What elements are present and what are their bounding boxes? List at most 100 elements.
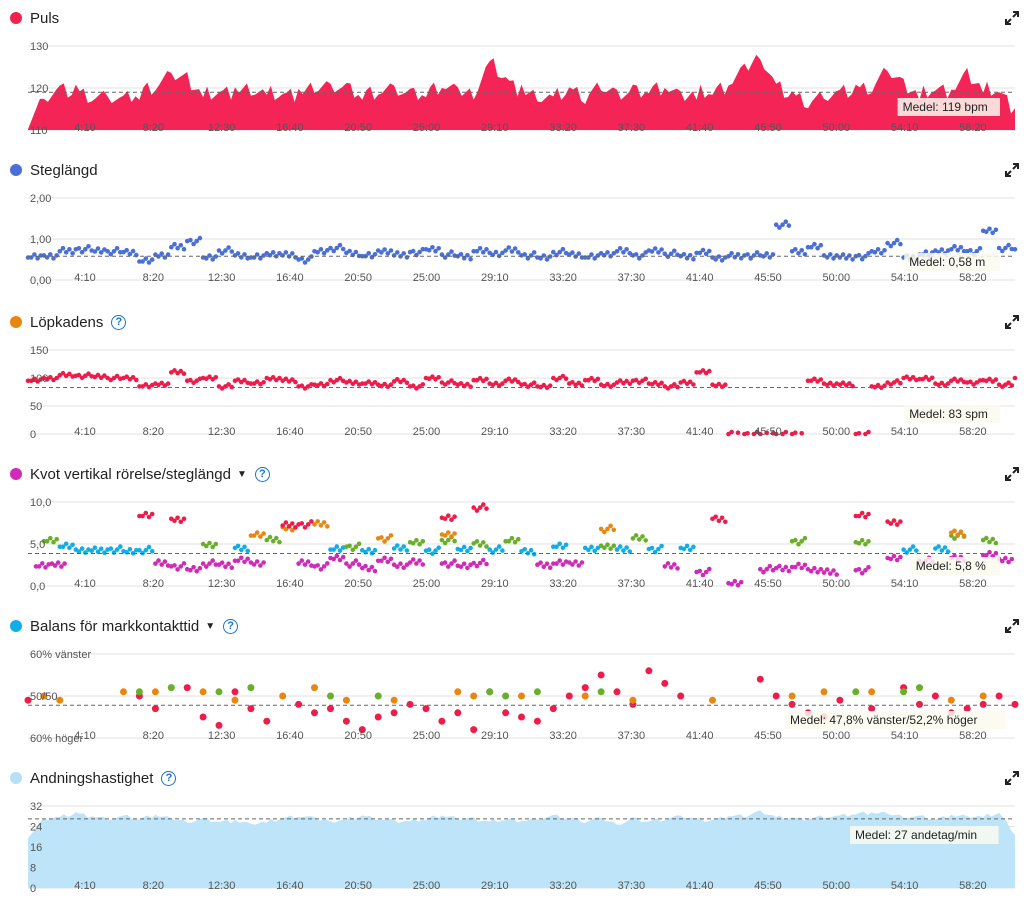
help-icon[interactable]: ? [111, 314, 127, 330]
data-point [70, 251, 75, 256]
data-point [694, 250, 699, 256]
data-point [624, 247, 629, 252]
data-point [547, 254, 553, 259]
data-point [226, 561, 231, 566]
data-point [990, 230, 995, 236]
data-point [788, 692, 796, 700]
data-point [63, 250, 69, 255]
data-point [114, 246, 120, 251]
panel-title: Puls [30, 9, 60, 27]
data-point [391, 546, 397, 551]
data-point [471, 560, 477, 566]
data-point [340, 246, 346, 252]
help-icon[interactable]: ? [161, 770, 177, 786]
dropdown-caret-icon[interactable]: ▼ [205, 620, 216, 632]
x-tick-label: 16:40 [276, 426, 304, 438]
data-point [709, 696, 716, 704]
data-point [146, 260, 152, 265]
x-tick-label: 54:10 [891, 122, 919, 134]
data-point [159, 562, 164, 567]
data-point [700, 247, 706, 253]
panel-header: Andningshastighet ? [10, 766, 177, 790]
data-point [611, 543, 617, 548]
expand-icon[interactable] [1005, 11, 1019, 25]
data-point [302, 260, 308, 265]
data-point [500, 250, 505, 256]
data-point [888, 521, 894, 526]
data-point [723, 382, 728, 387]
data-point [939, 380, 945, 386]
dropdown-caret-icon[interactable]: ▼ [236, 468, 247, 480]
help-icon[interactable]: ? [223, 618, 239, 634]
data-point [452, 531, 457, 536]
data-point [239, 555, 244, 561]
data-point [633, 377, 639, 383]
y-tick-label: 120 [30, 83, 48, 95]
data-point [127, 547, 133, 552]
data-point [36, 564, 42, 569]
data-point [691, 544, 696, 550]
data-point [687, 379, 693, 385]
data-point [312, 522, 317, 527]
data-point [353, 379, 359, 385]
data-point [551, 561, 556, 566]
data-point [438, 717, 446, 725]
data-point [557, 249, 562, 255]
data-point [576, 563, 582, 568]
data-point [560, 545, 566, 551]
data-point [570, 250, 575, 255]
x-tick-label: 33:20 [549, 730, 577, 742]
data-point [449, 249, 454, 254]
data-point [621, 548, 626, 553]
data-point [605, 542, 610, 547]
x-tick-label: 20:50 [344, 880, 372, 892]
panel-andningshastighet: Andningshastighet ? 0 8 16 24 32 4:10 8:20 12:3… [0, 766, 1031, 901]
data-point [684, 255, 690, 261]
data-point [987, 226, 992, 232]
data-point [102, 373, 107, 378]
data-point [544, 257, 550, 262]
data-point [48, 535, 53, 541]
data-point [337, 557, 343, 563]
data-point [143, 547, 149, 553]
expand-icon[interactable] [1005, 771, 1019, 785]
data-point [993, 227, 999, 233]
data-point [470, 692, 478, 700]
data-point [420, 539, 426, 544]
help-icon[interactable]: ? [254, 466, 270, 482]
data-point [223, 248, 228, 253]
data-point [481, 250, 486, 255]
expand-icon[interactable] [1005, 163, 1019, 177]
data-point [251, 533, 257, 538]
data-point [89, 548, 94, 553]
data-point [254, 252, 260, 257]
data-point [379, 535, 384, 540]
data-point [461, 561, 467, 567]
data-point [388, 533, 394, 538]
data-point [178, 368, 184, 374]
x-tick-label: 12:30 [208, 880, 236, 892]
data-point [51, 256, 56, 261]
data-point [178, 564, 184, 569]
x-tick-label: 29:10 [481, 578, 509, 590]
data-point [868, 705, 876, 713]
data-point [633, 252, 639, 257]
data-point [270, 250, 276, 255]
expand-icon[interactable] [1005, 315, 1019, 329]
data-point [414, 561, 419, 566]
data-point [226, 245, 231, 250]
data-point [955, 532, 960, 538]
data-point [235, 251, 241, 256]
data-point [410, 383, 416, 388]
data-point [611, 382, 617, 387]
expand-icon[interactable] [1005, 619, 1019, 633]
expand-icon[interactable] [1005, 467, 1019, 481]
data-point [713, 257, 718, 262]
data-point [945, 381, 951, 386]
data-point [859, 510, 865, 516]
data-point [454, 688, 462, 696]
data-point [484, 247, 489, 252]
data-point [586, 547, 591, 553]
data-point [993, 540, 999, 546]
data-point [898, 554, 903, 560]
